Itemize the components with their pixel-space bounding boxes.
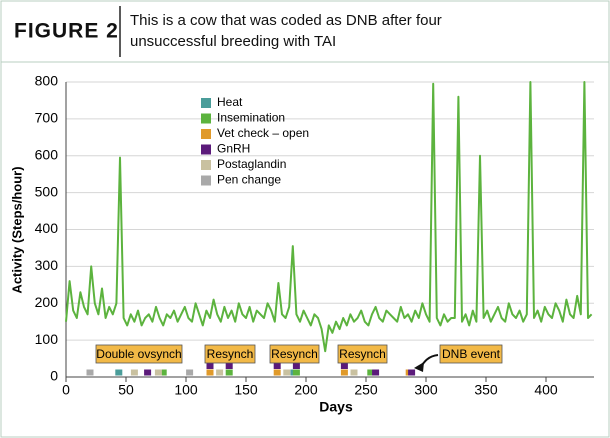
event-marker [154, 369, 162, 376]
x-tick-label: 250 [354, 382, 378, 398]
y-tick-label: 0 [50, 368, 58, 384]
legend-swatch [201, 113, 211, 124]
event-marker [340, 363, 348, 369]
annotation-label: DNB event [442, 347, 501, 361]
y-tick-label: 300 [35, 257, 59, 273]
annotation-label: Double ovsynch [96, 347, 181, 361]
annotation-box [337, 344, 388, 364]
arrow-head [414, 362, 424, 372]
event-marker [225, 363, 233, 369]
event-marker [206, 369, 214, 376]
event-marker [225, 369, 233, 376]
title-line: This is a cow that was coded as DNB afte… [130, 12, 442, 29]
event-marker [350, 369, 358, 376]
event-marker [408, 369, 416, 376]
y-tick-label: 600 [35, 146, 59, 162]
legend-label: Heat [217, 95, 243, 109]
legend-swatch [201, 144, 211, 155]
annotation-box [95, 344, 183, 364]
event-marker [186, 369, 194, 376]
event-marker [130, 369, 138, 376]
event-marker [144, 369, 152, 376]
event-marker [159, 369, 167, 376]
y-tick-label: 800 [35, 73, 59, 89]
legend-label: Pen change [217, 173, 281, 187]
y-axis-title: Activity (Steps/hour) [9, 166, 24, 293]
x-tick-label: 50 [118, 382, 134, 398]
legend-label: Postaglandin [217, 157, 286, 171]
event-marker [367, 369, 375, 376]
y-tick-label: 700 [35, 110, 59, 126]
legend-label: GnRH [217, 142, 250, 156]
title-line: unsuccessful breeding with TAI [130, 33, 336, 50]
y-tick-label: 500 [35, 183, 59, 199]
x-tick-label: 350 [474, 382, 498, 398]
activity-line [65, 81, 593, 353]
annotation-box [439, 344, 503, 364]
legend-swatch [201, 160, 211, 170]
event-marker [292, 369, 300, 376]
y-tick-label: 400 [35, 220, 59, 236]
legend-swatch [201, 98, 211, 108]
x-tick-label: 200 [294, 382, 318, 398]
event-marker [372, 369, 380, 376]
event-marker [340, 369, 348, 376]
annotation-box [204, 344, 256, 364]
event-marker [292, 363, 300, 369]
y-tick-label: 200 [35, 294, 59, 310]
event-marker [216, 369, 224, 376]
event-marker [206, 363, 214, 369]
legend-swatch [201, 129, 211, 139]
event-marker [283, 369, 291, 376]
annotation-box [269, 344, 320, 364]
legend-label: Vet check – open [217, 126, 309, 140]
event-marker [86, 369, 94, 376]
x-tick-label: 0 [62, 382, 70, 398]
x-tick-label: 150 [234, 382, 258, 398]
y-tick-label: 100 [35, 331, 59, 347]
figure-label: FIGURE 2 [14, 20, 119, 43]
legend-swatch [201, 175, 211, 186]
x-axis-title: Days [319, 399, 353, 415]
annotation-label: Resynch [207, 347, 254, 361]
annotation-label: Resynch [339, 347, 386, 361]
x-tick-label: 400 [534, 382, 558, 398]
annotation-label: Resynch [271, 347, 318, 361]
event-marker [273, 369, 281, 376]
legend-label: Insemination [217, 111, 285, 125]
x-tick-label: 100 [174, 382, 198, 398]
event-marker [115, 369, 123, 376]
x-tick-label: 300 [414, 382, 438, 398]
event-marker [273, 363, 281, 369]
